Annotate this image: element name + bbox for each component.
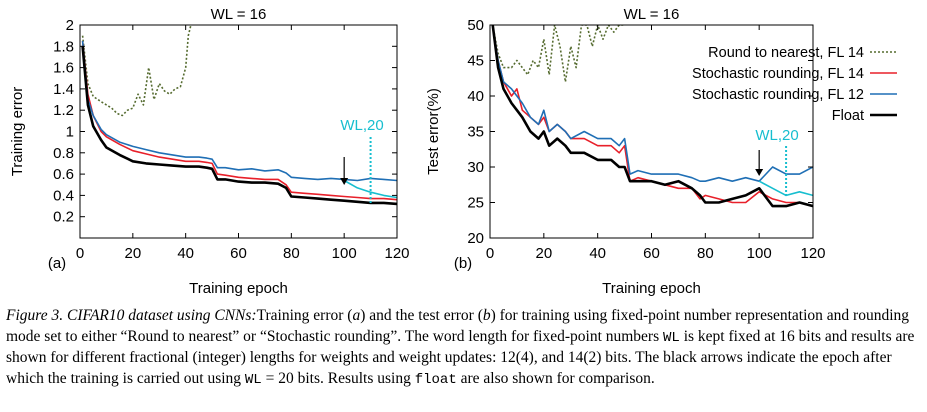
- chart-panel-b: [489, 24, 897, 239]
- x-tick-label: 40: [589, 245, 606, 262]
- caption-code-wl: WL: [244, 371, 262, 388]
- caption-code-wl: WL: [663, 329, 680, 346]
- caption-text: Training error (: [256, 307, 353, 324]
- x-tick-label: 120: [800, 245, 825, 262]
- caption-text: are also shown for comparison.: [456, 369, 655, 387]
- x-tick-label: 80: [697, 245, 714, 262]
- y-tick-label: 0.4: [53, 187, 74, 204]
- x-tick-label: 100: [747, 245, 772, 262]
- caption-text: is kept fixed at 16 bits and results are…: [6, 327, 915, 387]
- series-line-round-to-nearest-fl-14: [81, 25, 192, 117]
- y-tick-label: 45: [467, 53, 484, 70]
- arrow-head: [755, 169, 764, 176]
- y-tick-label: 1.4: [53, 81, 74, 98]
- x-tick-label: 60: [230, 245, 247, 262]
- y-tick-label: 1.8: [53, 38, 74, 55]
- series-line-wl-20-continuation: [343, 179, 397, 199]
- series-line-stochastic-rounding-fl-14: [81, 40, 397, 201]
- y-tick-label: 0.2: [53, 209, 74, 226]
- figure-caption: Figure 3. CIFAR10 dataset using CNNs:Tra…: [6, 306, 921, 390]
- y-tick-label: 1.2: [53, 102, 74, 119]
- figure: 0 20 40 60 80 100 1200.20.40.60.811.21.41.61.8…: [9, 6, 897, 297]
- series-line-stochastic-rounding-fl-12: [81, 40, 397, 182]
- x-tick-label: 20: [535, 245, 552, 262]
- x-tick-label: 40: [177, 245, 194, 262]
- caption-panel-a: a: [352, 307, 361, 324]
- y-tick-label: 0.6: [53, 166, 74, 183]
- caption-label: Figure 3. CIFAR10 dataset using CNNs:: [6, 307, 257, 324]
- y-tick-label: 30: [467, 159, 484, 176]
- chart-title: WL = 16: [624, 6, 680, 23]
- x-tick-label: 20: [124, 245, 141, 262]
- series-line-float: [81, 46, 397, 206]
- caption-code-float: float: [414, 371, 457, 388]
- caption-text: ) for training using fixed-point number …: [6, 307, 910, 345]
- y-tick-label: 25: [467, 195, 484, 212]
- legend-label: Stochastic rounding, FL 12: [692, 87, 864, 103]
- y-tick-label: 1.6: [53, 60, 74, 77]
- x-axis-label: Training epoch: [189, 280, 288, 297]
- legend-label: Round to nearest, FL 14: [708, 45, 864, 61]
- legend-label: Stochastic rounding, FL 14: [692, 66, 864, 82]
- y-tick-label: 2: [66, 17, 74, 34]
- panel-label: (b): [454, 255, 472, 272]
- y-tick-label: 35: [467, 124, 484, 141]
- y-tick-label: 0.8: [53, 145, 74, 162]
- series-line-stochastic-rounding-fl-12: [491, 25, 813, 182]
- y-axis-label: Test error(%): [425, 88, 442, 175]
- x-tick-label: 60: [643, 245, 660, 262]
- caption-panel-b: b: [482, 307, 491, 324]
- chart-title: WL = 16: [211, 6, 267, 23]
- series-line-float: [491, 25, 813, 208]
- x-tick-label: 0: [76, 245, 84, 262]
- series-line-round-to-nearest-fl-14: [491, 25, 625, 83]
- y-tick-label: 40: [467, 88, 484, 105]
- x-tick-label: 100: [332, 245, 357, 262]
- y-tick-label: 1: [66, 124, 74, 141]
- x-tick-label: 0: [486, 245, 494, 262]
- arrow-head: [340, 178, 349, 185]
- x-tick-label: 120: [384, 245, 409, 262]
- wl20-annotation: WL,20: [755, 127, 798, 144]
- x-axis-label: Training epoch: [602, 280, 701, 297]
- caption-text: = 20 bits. Results using: [261, 369, 415, 387]
- x-tick-label: 80: [283, 245, 300, 262]
- panel-label: (a): [48, 255, 66, 272]
- chart-panel-a: [79, 24, 398, 239]
- legend-label: Float: [832, 108, 864, 124]
- y-tick-label: 20: [467, 230, 484, 247]
- wl20-annotation: WL,20: [340, 117, 383, 134]
- caption-text: ) and the test error (: [360, 307, 483, 324]
- y-axis-label: Training error: [9, 87, 26, 176]
- y-tick-label: 50: [467, 17, 484, 34]
- series-line-stochastic-rounding-fl-14: [491, 25, 813, 207]
